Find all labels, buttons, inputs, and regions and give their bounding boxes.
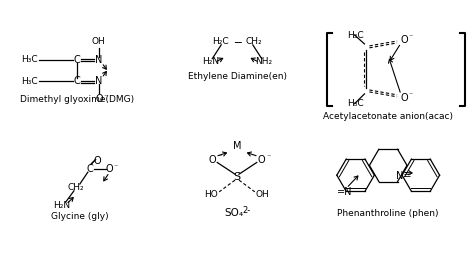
Text: OH: OH bbox=[256, 190, 270, 199]
Text: O: O bbox=[258, 155, 265, 165]
Text: Acetylacetonate anion(acac): Acetylacetonate anion(acac) bbox=[323, 112, 453, 121]
Text: ─: ─ bbox=[234, 37, 240, 47]
Text: H₃C: H₃C bbox=[346, 99, 364, 108]
Text: CH₂: CH₂ bbox=[68, 183, 84, 192]
Text: O: O bbox=[400, 35, 408, 45]
Text: ⁻: ⁻ bbox=[409, 32, 413, 41]
Text: O: O bbox=[94, 156, 101, 165]
Text: O: O bbox=[209, 155, 216, 165]
Text: NH₂: NH₂ bbox=[255, 57, 272, 66]
Text: C: C bbox=[73, 55, 80, 65]
Text: H₂C: H₂C bbox=[212, 37, 228, 46]
Text: SO₄: SO₄ bbox=[225, 208, 244, 218]
Text: Dimethyl glyoxime(DMG): Dimethyl glyoxime(DMG) bbox=[20, 95, 134, 104]
Text: C: C bbox=[73, 76, 80, 86]
Text: H₂N: H₂N bbox=[202, 57, 219, 66]
Text: HO: HO bbox=[204, 190, 218, 199]
Text: O: O bbox=[96, 94, 103, 104]
Text: CH₂: CH₂ bbox=[246, 37, 262, 46]
Text: ⁻: ⁻ bbox=[217, 152, 221, 161]
Text: N: N bbox=[95, 55, 102, 65]
Text: Ethylene Diamine(en): Ethylene Diamine(en) bbox=[188, 72, 286, 81]
Text: S: S bbox=[233, 172, 241, 182]
Text: H₂N: H₂N bbox=[54, 201, 71, 210]
Text: M: M bbox=[233, 141, 241, 151]
Text: C: C bbox=[86, 164, 93, 174]
Text: H₃C: H₃C bbox=[346, 31, 364, 40]
Text: Phenanthroline (phen): Phenanthroline (phen) bbox=[337, 209, 439, 218]
Text: O: O bbox=[400, 93, 408, 103]
Text: N=: N= bbox=[396, 171, 412, 181]
Text: =N: =N bbox=[337, 187, 352, 197]
Text: ⁻: ⁻ bbox=[266, 152, 271, 161]
Text: O: O bbox=[106, 164, 113, 174]
Text: OH: OH bbox=[92, 37, 106, 46]
Text: H₃C: H₃C bbox=[21, 77, 37, 86]
Text: N: N bbox=[95, 76, 102, 86]
Text: ⁻: ⁻ bbox=[113, 162, 118, 171]
Text: H₃C: H₃C bbox=[21, 55, 37, 64]
Text: Glycine (gly): Glycine (gly) bbox=[51, 212, 109, 221]
Text: 2-: 2- bbox=[243, 206, 251, 215]
Text: ⁻: ⁻ bbox=[409, 90, 413, 99]
Text: ⁻: ⁻ bbox=[103, 92, 108, 101]
